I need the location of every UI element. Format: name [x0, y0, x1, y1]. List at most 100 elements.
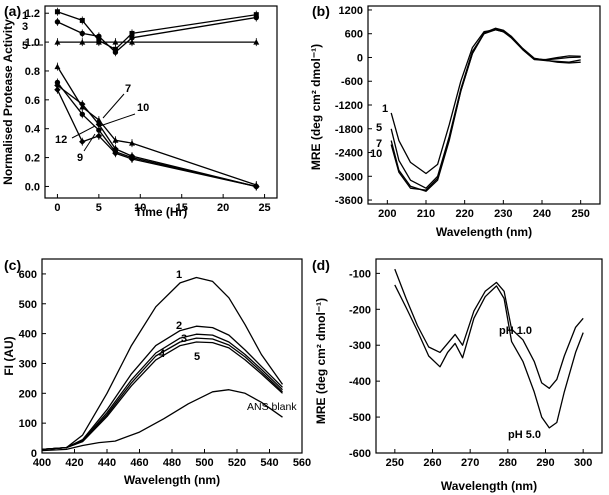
panel-c-series-line [41, 389, 283, 452]
panel-b-label-7: 7 [376, 138, 382, 150]
panel-a-pointer-10 [99, 113, 136, 127]
panel-a-label-10: 10 [137, 102, 149, 114]
panel-c-label-4: 4 [159, 348, 166, 360]
panel-b-series-line [390, 29, 581, 175]
panel-d-series-line [394, 284, 584, 429]
panel-a-series-line [57, 11, 257, 50]
panel-b-y-tick-label: -2400 [335, 148, 363, 160]
panel-c-series-lines [41, 276, 284, 452]
panel-c-y-tick-label: 500 [19, 299, 37, 311]
panel-a-axis-ticks: 0 5 10 15 20 250.00.20.40.60.81.01.2 [25, 8, 271, 214]
panel-a-series-line [56, 82, 257, 188]
panel-a-y-tick-label: 0.8 [25, 66, 40, 78]
panel-a-label-12: 12 [55, 134, 67, 146]
panel-b-plot-frame [367, 5, 601, 205]
panel-c-series-line [41, 276, 284, 451]
panel-d-y-tick-label: -100 [349, 268, 371, 280]
panel-d-x-tick-label: 250 [386, 457, 404, 469]
panel-d-x-tick-label: 300 [574, 457, 592, 469]
panel-d-series-lines [394, 268, 584, 429]
panel-c-y-tick-label: 100 [19, 418, 37, 430]
panel-a-y-tick-label: 0.6 [25, 95, 40, 107]
panel-b-series-line [390, 28, 581, 192]
panel-a-series-lines [54, 7, 260, 191]
panel-b-y-axis-title: MRE (deg cm² dmol⁻¹) [309, 44, 323, 170]
panel-a-label-3: 3 [22, 21, 28, 33]
panel-a-y-tick-label: 1.2 [25, 8, 40, 20]
panel-b-letter: (b) [312, 3, 330, 19]
panel-c-x-tick-label: 400 [33, 457, 51, 469]
panel-b-y-tick-label: 600 [345, 29, 363, 41]
panel-b-label-5: 5 [376, 122, 382, 134]
panel-c-x-tick-label: 460 [130, 457, 148, 469]
panel-a-y-tick-label: 1.0 [25, 37, 40, 49]
panel-a-label-5: 5 [22, 40, 28, 52]
panel-d-series-line [394, 268, 584, 389]
panel-a-y-tick-label: 0.2 [25, 153, 40, 165]
panel-d-x-tick-label: 280 [499, 457, 517, 469]
panel-c-y-tick-label: 300 [19, 358, 37, 370]
panel-a-label-9: 9 [77, 152, 83, 164]
panel-d-y-tick-label: -200 [349, 304, 371, 316]
panel-a-label-1: 1 [22, 10, 28, 22]
panel-d: (d) 250 260 270 280 290 300 -100 -200 -300 -400 -5… [312, 257, 603, 493]
panel-a-y-tick-label: 0.4 [25, 124, 41, 136]
panel-c-x-tick-label: 480 [163, 457, 181, 469]
panel-b-series-lines [390, 27, 581, 192]
panel-a-x-tick-label: 20 [217, 202, 229, 214]
panel-b-y-tick-label: 1200 [339, 5, 363, 17]
panel-c-x-tick-label: 520 [228, 457, 246, 469]
panel-c-x-axis-title: Wavelength (nm) [124, 473, 220, 487]
panel-d-y-tick-label: -400 [349, 376, 371, 388]
panel-a-x-tick-label: 10 [134, 202, 146, 214]
panel-a-series-line [56, 89, 257, 188]
panel-c-letter: (c) [4, 257, 21, 273]
panel-d-y-tick-label: -600 [349, 448, 371, 460]
panel-b-series-line [390, 27, 581, 191]
panel-c-series-line [41, 341, 283, 451]
panel-b-x-tick-label: 230 [494, 208, 512, 220]
panel-a-x-axis-title: Time (Hr) [135, 205, 187, 219]
panel-d-x-tick-label: 260 [423, 457, 441, 469]
panel-a-pointer-9 [83, 133, 96, 152]
panel-b-x-tick-label: 200 [378, 208, 396, 220]
panel-b-y-tick-label: -3000 [335, 171, 363, 183]
panel-d-letter: (d) [312, 257, 330, 273]
panel-a-plot-frame [44, 5, 278, 199]
panel-c-label-5: 5 [194, 351, 200, 363]
panel-c-y-tick-label: 0 [31, 448, 37, 460]
panel-b-y-tick-label: -1200 [335, 100, 363, 112]
panel-d-y-tick-label: -300 [349, 340, 371, 352]
panel-c-series-line [41, 325, 283, 451]
panel-a-pointer-7 [102, 93, 125, 119]
panel-a: (a) 0 5 10 15 20 250.00.20.40.60.81.01.2 Time… [1, 3, 278, 219]
panel-c-label-2: 2 [176, 320, 182, 332]
panel-c-x-tick-label: 420 [65, 457, 83, 469]
panel-a-series-line [57, 16, 257, 53]
panel-a-series-line [56, 66, 257, 186]
panel-d-label-ph-5: pH 5.0 [508, 429, 541, 441]
panel-b-x-tick-label: 240 [533, 208, 551, 220]
panel-d-y-axis-title: MRE (deg cm² dmol⁻¹) [314, 298, 328, 424]
panel-a-x-tick-label: 0 [54, 202, 60, 214]
panel-c-label-1: 1 [176, 269, 182, 281]
panel-c-axis-ticks: 400 420 440 460 480 500 520 540 5600100200300400… [19, 269, 312, 469]
panel-a-pointer-12 [71, 125, 96, 139]
panel-d-axis-ticks: 250 260 270 280 290 300 -100 -200 -300 -400 -500 -6… [349, 268, 592, 469]
panel-c-y-axis-title: FI (AU) [2, 336, 16, 375]
panel-b-series-line [390, 29, 581, 189]
panel-a-y-axis-title: Normalised Protease Activity [1, 19, 15, 185]
panel-b-label-1: 1 [382, 103, 388, 115]
panel-c-x-tick-label: 500 [195, 457, 213, 469]
panel-c-label-ans-blank: ANS blank [247, 401, 297, 413]
panel-d-y-tick-label: -500 [349, 412, 371, 424]
panel-b-y-tick-label: -3600 [335, 195, 363, 207]
panel-c-x-tick-label: 540 [260, 457, 278, 469]
panel-b-axis-ticks: 200 210 220 230 240 250 1200 600 0 -600 -1200 -1800… [335, 5, 590, 220]
panel-c-y-tick-label: 600 [19, 269, 37, 281]
panel-b-y-tick-label: -600 [341, 76, 363, 88]
panel-c-y-tick-label: 400 [19, 329, 37, 341]
panel-a-label-7: 7 [125, 83, 131, 95]
panel-d-plot-frame [375, 258, 603, 454]
panel-a-letter: (a) [4, 3, 21, 19]
